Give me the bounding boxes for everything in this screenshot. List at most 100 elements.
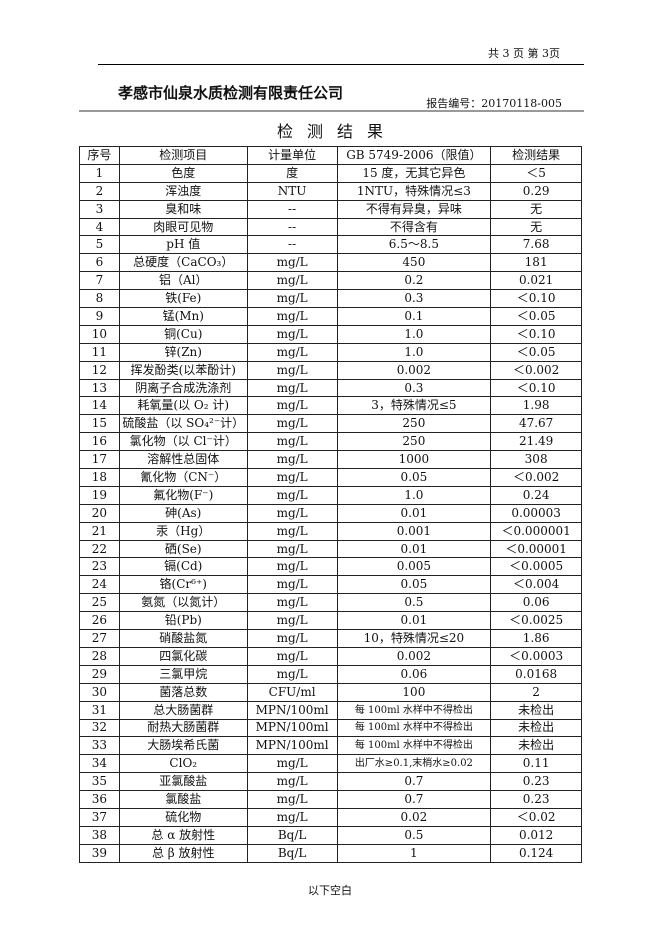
cell-limit: 0.5 [336,825,492,845]
table-row: 15 硫酸盐（以 SO₄²⁻计） mg/L 250 47.67 [79,414,582,434]
cell-unit: mg/L [246,253,338,273]
cell-item: 亚氯酸盐 [118,772,248,792]
cell-item: 砷(As) [118,503,248,523]
cell-result: ＜0.004 [490,575,582,595]
cell-index: 8 [79,289,120,309]
table-row: 38 总 α 放射性 Bq/L 0.5 0.012 [79,825,582,845]
cell-index: 7 [79,271,120,291]
cell-item: 菌落总数 [118,682,248,702]
cell-unit: mg/L [246,432,338,452]
cell-item: 铜(Cu) [118,324,248,344]
table-row: 1 色度度 15 度，无其它异色 ＜5 [79,163,582,183]
cell-item: 氯化物（以 Cl⁻计） [118,432,248,452]
cell-result: ＜0.02 [490,807,582,827]
cell-item: 臭和味 [118,199,248,219]
cell-result: 0.124 [490,843,582,863]
header-limit: GB 5749-2006（限值） [336,146,492,165]
cell-unit: mg/L [246,468,338,487]
cell-index: 34 [79,754,120,774]
cell-index: 13 [79,378,120,398]
cell-limit: 每 100ml 水样中不得检出 [336,718,492,738]
cell-index: 3 [79,199,120,219]
cell-result: 181 [490,253,582,273]
cell-unit: -- [246,217,338,237]
cell-index: 2 [79,181,120,201]
cell-item: 硝酸盐氮 [118,629,248,648]
cell-item: 硫酸盐（以 SO₄²⁻计） [118,414,248,434]
cell-item: 氰化物（CN⁻） [118,468,248,487]
cell-index: 26 [79,611,120,631]
cell-result: ＜0.002 [490,360,582,380]
table-row: 21 汞（Hg） mg/L 0.001 ＜0.000001 [79,521,582,541]
cell-unit: MPN/100ml [246,718,338,738]
company-name: 孝感市仙泉水质检测有限责任公司 [118,84,344,102]
cell-item: 硒(Se) [118,539,248,559]
table-row: 14 耗氧量(以 O₂ 计) mg/L 3，特殊情况≤5 1.98 [79,396,582,416]
cell-limit: 每 100ml 水样中不得检出 [336,736,492,756]
cell-limit: 0.02 [336,807,492,827]
cell-index: 14 [79,396,120,416]
table-row: 22 硒(Se) mg/L 0.01 ＜0.00001 [79,539,582,559]
table-row: 37 硫化物 mg/L 0.02 ＜0.02 [79,807,582,827]
cell-item: 总 β 放射性 [118,843,248,863]
cell-unit: mg/L [246,307,338,326]
cell-unit: CFU/ml [246,682,338,702]
cell-index: 12 [79,360,120,380]
cell-result: ＜0.00001 [490,539,582,559]
cell-index: 27 [79,629,120,648]
cell-item: 氯酸盐 [118,790,248,809]
cell-index: 20 [79,503,120,523]
cell-item: 总大肠菌群 [118,700,248,720]
cell-unit: mg/L [246,790,338,809]
cell-result: ＜0.10 [490,289,582,309]
report-number: 报告编号：20170118-005 [426,97,562,110]
cell-item: 镉(Cd) [118,557,248,577]
cell-result: 21.49 [490,432,582,452]
table-row: 7 铝（Al） mg/L 0.2 0.021 [79,271,582,291]
cell-index: 6 [79,253,120,273]
cell-limit: 1 [336,843,492,863]
cell-index: 38 [79,825,120,845]
header-rule [98,64,584,65]
cell-limit: 0.1 [336,307,492,326]
cell-limit: 10，特殊情况≤20 [336,629,492,648]
cell-unit: mg/L [246,593,338,613]
cell-unit: mg/L [246,342,338,362]
cell-limit: 15 度，无其它异色 [336,163,492,183]
table-row: 5 pH 值 -- 6.5～8.5 7.68 [79,235,582,255]
header-result: 检测结果 [490,146,582,165]
cell-item: ClO₂ [118,754,248,774]
cell-item: 挥发酚类(以苯酚计) [118,360,248,380]
cell-item: 铅(Pb) [118,611,248,631]
cell-limit: 0.001 [336,521,492,541]
header-unit: 计量单位 [246,146,338,165]
table-row: 33 大肠埃希氏菌 MPN/100ml 每 100ml 水样中不得检出 未检出 [79,736,582,756]
cell-limit: 1.0 [336,485,492,505]
cell-item: 四氯化碳 [118,646,248,666]
table-row: 29 三氯甲烷 mg/L 0.06 0.0168 [79,664,582,684]
cell-unit: NTU [246,181,338,201]
cell-index: 30 [79,682,120,702]
cell-result: ＜0.10 [490,378,582,398]
cell-item: 锰(Mn) [118,307,248,326]
cell-limit: 100 [336,682,492,702]
cell-item: 氟化物(F⁻) [118,485,248,505]
cell-index: 35 [79,772,120,792]
table-row: 19 氟化物(F⁻) mg/L 1.0 0.24 [79,485,582,505]
cell-limit: 0.01 [336,503,492,523]
cell-limit: 0.7 [336,772,492,792]
cell-limit: 450 [336,253,492,273]
cell-unit: mg/L [246,807,338,827]
table-row: 34 ClO₂ mg/L 出厂水≥0.1,末梢水≥0.02 0.11 [79,754,582,774]
cell-unit: MPN/100ml [246,700,338,720]
cell-index: 39 [79,843,120,863]
table-row: 20 砷(As) mg/L 0.01 0.00003 [79,503,582,523]
cell-index: 24 [79,575,120,595]
cell-limit: 0.05 [336,575,492,595]
table-row: 10 铜(Cu) mg/L 1.0 ＜0.10 [79,324,582,344]
cell-result: 0.0168 [490,664,582,684]
cell-result: 0.23 [490,772,582,792]
cell-unit: mg/L [246,664,338,684]
cell-result: 0.06 [490,593,582,613]
cell-unit: mg/L [246,503,338,523]
